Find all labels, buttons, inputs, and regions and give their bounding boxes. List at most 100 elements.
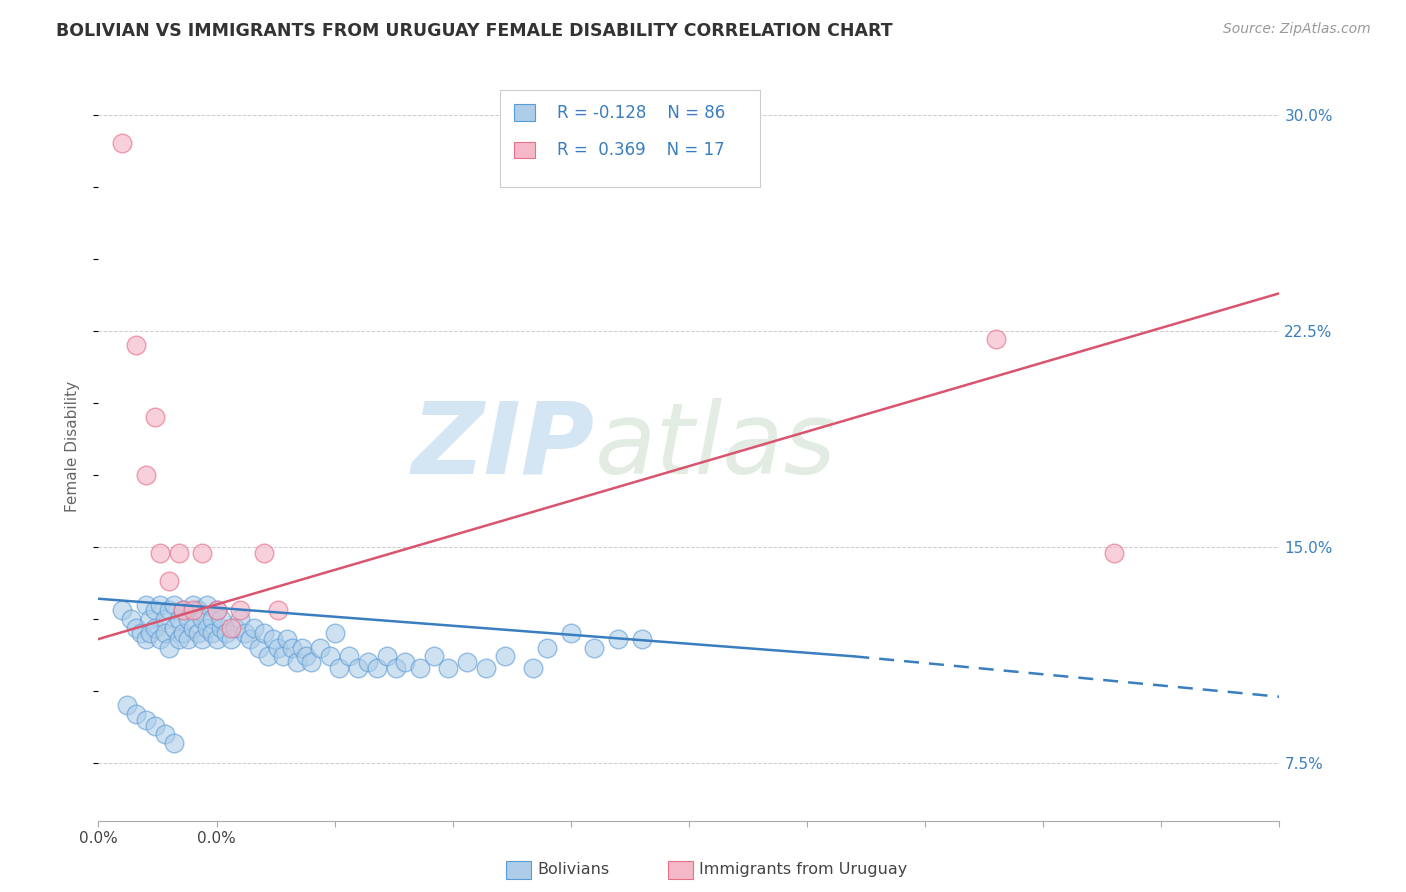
Point (583, 640, 606, 655)
Point (149, 598, 172, 612)
Point (191, 546, 214, 560)
Point (394, 655, 416, 669)
Point (262, 632, 284, 646)
Point (423, 649, 446, 664)
Point (139, 612, 162, 626)
Point (181, 598, 204, 612)
Point (276, 632, 298, 646)
Point (191, 632, 214, 646)
Point (205, 603, 228, 617)
Point (229, 603, 252, 617)
Point (163, 736, 186, 750)
Point (143, 621, 166, 635)
Point (177, 632, 200, 646)
Text: Bolivians: Bolivians (537, 863, 609, 877)
Point (125, 706, 148, 721)
Point (229, 612, 252, 626)
Point (281, 640, 304, 655)
Point (209, 612, 232, 626)
Point (153, 626, 176, 640)
Text: R = -0.128    N = 86: R = -0.128 N = 86 (557, 103, 725, 121)
Point (536, 640, 558, 655)
Text: atlas: atlas (595, 398, 837, 494)
Point (177, 612, 200, 626)
Point (209, 621, 232, 635)
Point (172, 626, 194, 640)
Y-axis label: Female Disability: Female Disability (65, 380, 80, 512)
Point (1102, 546, 1125, 560)
Point (167, 632, 190, 646)
Point (143, 718, 166, 732)
Point (129, 626, 152, 640)
Point (149, 632, 172, 646)
FancyBboxPatch shape (501, 90, 759, 187)
Point (157, 574, 180, 589)
Point (522, 661, 544, 675)
Text: BOLIVIAN VS IMMIGRANTS FROM URUGUAY FEMALE DISABILITY CORRELATION CHART: BOLIVIAN VS IMMIGRANTS FROM URUGUAY FEMA… (56, 22, 893, 40)
Point (125, 338, 148, 352)
Point (139, 626, 162, 640)
Text: Source: ZipAtlas.com: Source: ZipAtlas.com (1223, 22, 1371, 37)
Point (195, 598, 218, 612)
Point (243, 621, 266, 635)
Point (309, 640, 332, 655)
Point (253, 546, 276, 560)
Point (224, 621, 246, 635)
Point (201, 626, 224, 640)
Point (111, 136, 134, 151)
Point (187, 603, 209, 617)
Point (215, 626, 238, 640)
Point (408, 661, 430, 675)
Point (456, 655, 478, 669)
Point (375, 649, 398, 664)
Text: Immigrants from Uruguay: Immigrants from Uruguay (699, 863, 907, 877)
Point (267, 640, 290, 655)
Point (135, 598, 157, 612)
Point (328, 661, 350, 675)
Point (157, 603, 180, 617)
Point (125, 621, 148, 635)
Point (143, 603, 166, 617)
Point (239, 632, 262, 646)
Point (437, 661, 460, 675)
Point (121, 612, 143, 626)
Point (135, 632, 157, 646)
Point (257, 649, 280, 664)
Point (205, 632, 228, 646)
Point (385, 661, 408, 675)
Point (494, 649, 516, 664)
Point (201, 612, 224, 626)
Bar (515, 104, 534, 120)
Point (295, 649, 318, 664)
Point (191, 612, 214, 626)
Point (149, 546, 172, 560)
Point (323, 626, 346, 640)
Point (157, 640, 180, 655)
Point (163, 621, 186, 635)
Point (172, 603, 194, 617)
Point (111, 603, 134, 617)
Point (560, 626, 582, 640)
Point (366, 661, 388, 675)
Bar (515, 142, 534, 158)
Point (984, 332, 1007, 346)
Point (271, 649, 294, 664)
Point (181, 603, 204, 617)
Text: R =  0.369    N = 17: R = 0.369 N = 17 (557, 141, 724, 159)
Point (267, 603, 290, 617)
Point (181, 621, 204, 635)
Point (337, 649, 360, 664)
Point (135, 467, 157, 482)
Point (167, 546, 190, 560)
Point (163, 598, 186, 612)
Point (290, 640, 312, 655)
Point (187, 626, 209, 640)
Point (195, 621, 218, 635)
Point (357, 655, 380, 669)
Point (115, 698, 138, 713)
Point (143, 410, 166, 425)
Point (153, 727, 176, 741)
Point (299, 655, 322, 669)
Point (475, 661, 498, 675)
Point (153, 612, 176, 626)
